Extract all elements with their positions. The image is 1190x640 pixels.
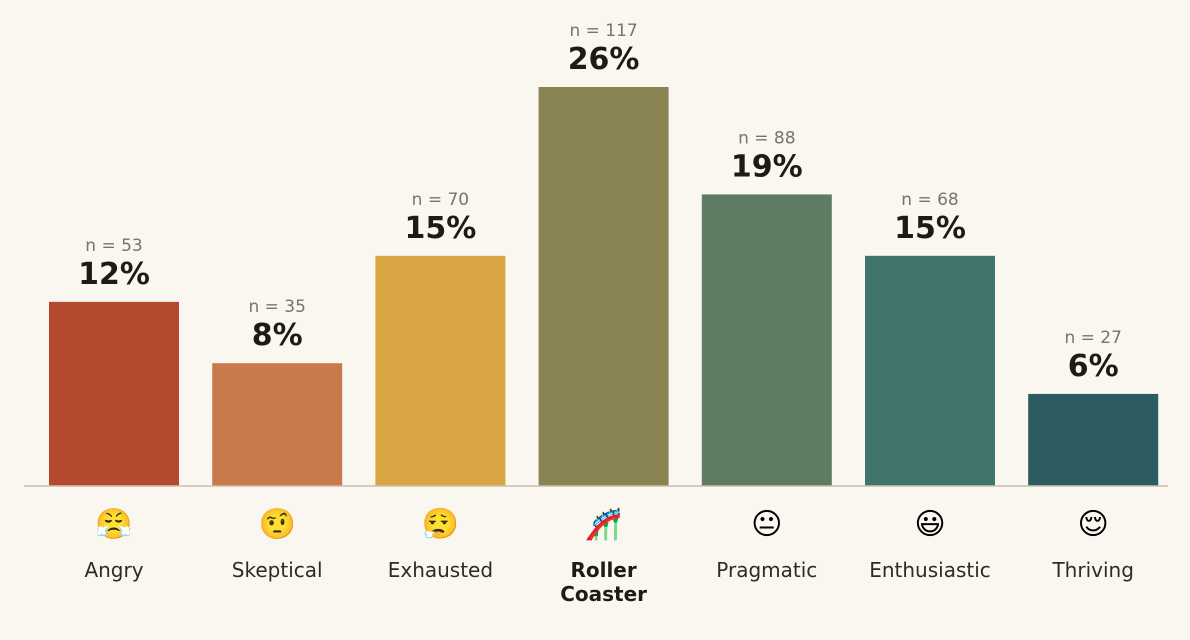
grinning-face-icon: 😃 (914, 507, 945, 542)
value-label: 19% (731, 149, 803, 184)
neutral-face-icon: 😐 (751, 507, 782, 542)
category-label: Angry (84, 558, 143, 582)
count-label: n = 27 (1064, 328, 1121, 348)
count-label: n = 88 (738, 128, 795, 148)
count-label: n = 68 (901, 190, 958, 210)
raised-eyebrow-face-icon: 🤨 (259, 507, 296, 542)
value-label: 26% (568, 42, 640, 77)
category-label-line: Pragmatic (716, 558, 817, 582)
category-label-line: Roller (570, 558, 636, 582)
bar (212, 363, 343, 486)
category-label: Roller Coaster (560, 558, 647, 606)
value-label: 15% (894, 211, 966, 246)
category-label-line: Exhausted (388, 558, 493, 582)
category-label: Pragmatic (716, 558, 817, 582)
bar (375, 255, 506, 486)
bar (538, 87, 669, 486)
category-label-line: Coaster (560, 582, 647, 606)
value-label: 15% (404, 211, 476, 246)
bar (49, 301, 179, 486)
count-label: n = 70 (412, 190, 469, 210)
roller-coaster-icon: 🎢 (585, 506, 622, 542)
bar (701, 194, 832, 486)
category-label: Exhausted (388, 558, 493, 582)
category-label: Thriving (1051, 558, 1133, 582)
value-label: 8% (252, 318, 303, 353)
relieved-face-icon: 😌 (1078, 507, 1109, 542)
count-label: n = 35 (248, 297, 305, 317)
value-label: 12% (78, 257, 150, 292)
category-label: Enthusiastic (869, 558, 991, 582)
exhaling-face-icon: 😮‍💨 (422, 506, 459, 542)
bar (1028, 393, 1159, 486)
category-label-line: Angry (84, 558, 143, 582)
category-label-line: Skeptical (232, 558, 323, 582)
count-label: n = 117 (569, 21, 637, 41)
bar (865, 255, 995, 486)
huffing-face-icon: 😤 (95, 507, 132, 542)
category-label: Skeptical (232, 558, 323, 582)
value-label: 6% (1068, 349, 1119, 384)
category-label-line: Thriving (1051, 558, 1133, 582)
count-label: n = 53 (85, 236, 142, 256)
category-label-line: Enthusiastic (869, 558, 991, 582)
